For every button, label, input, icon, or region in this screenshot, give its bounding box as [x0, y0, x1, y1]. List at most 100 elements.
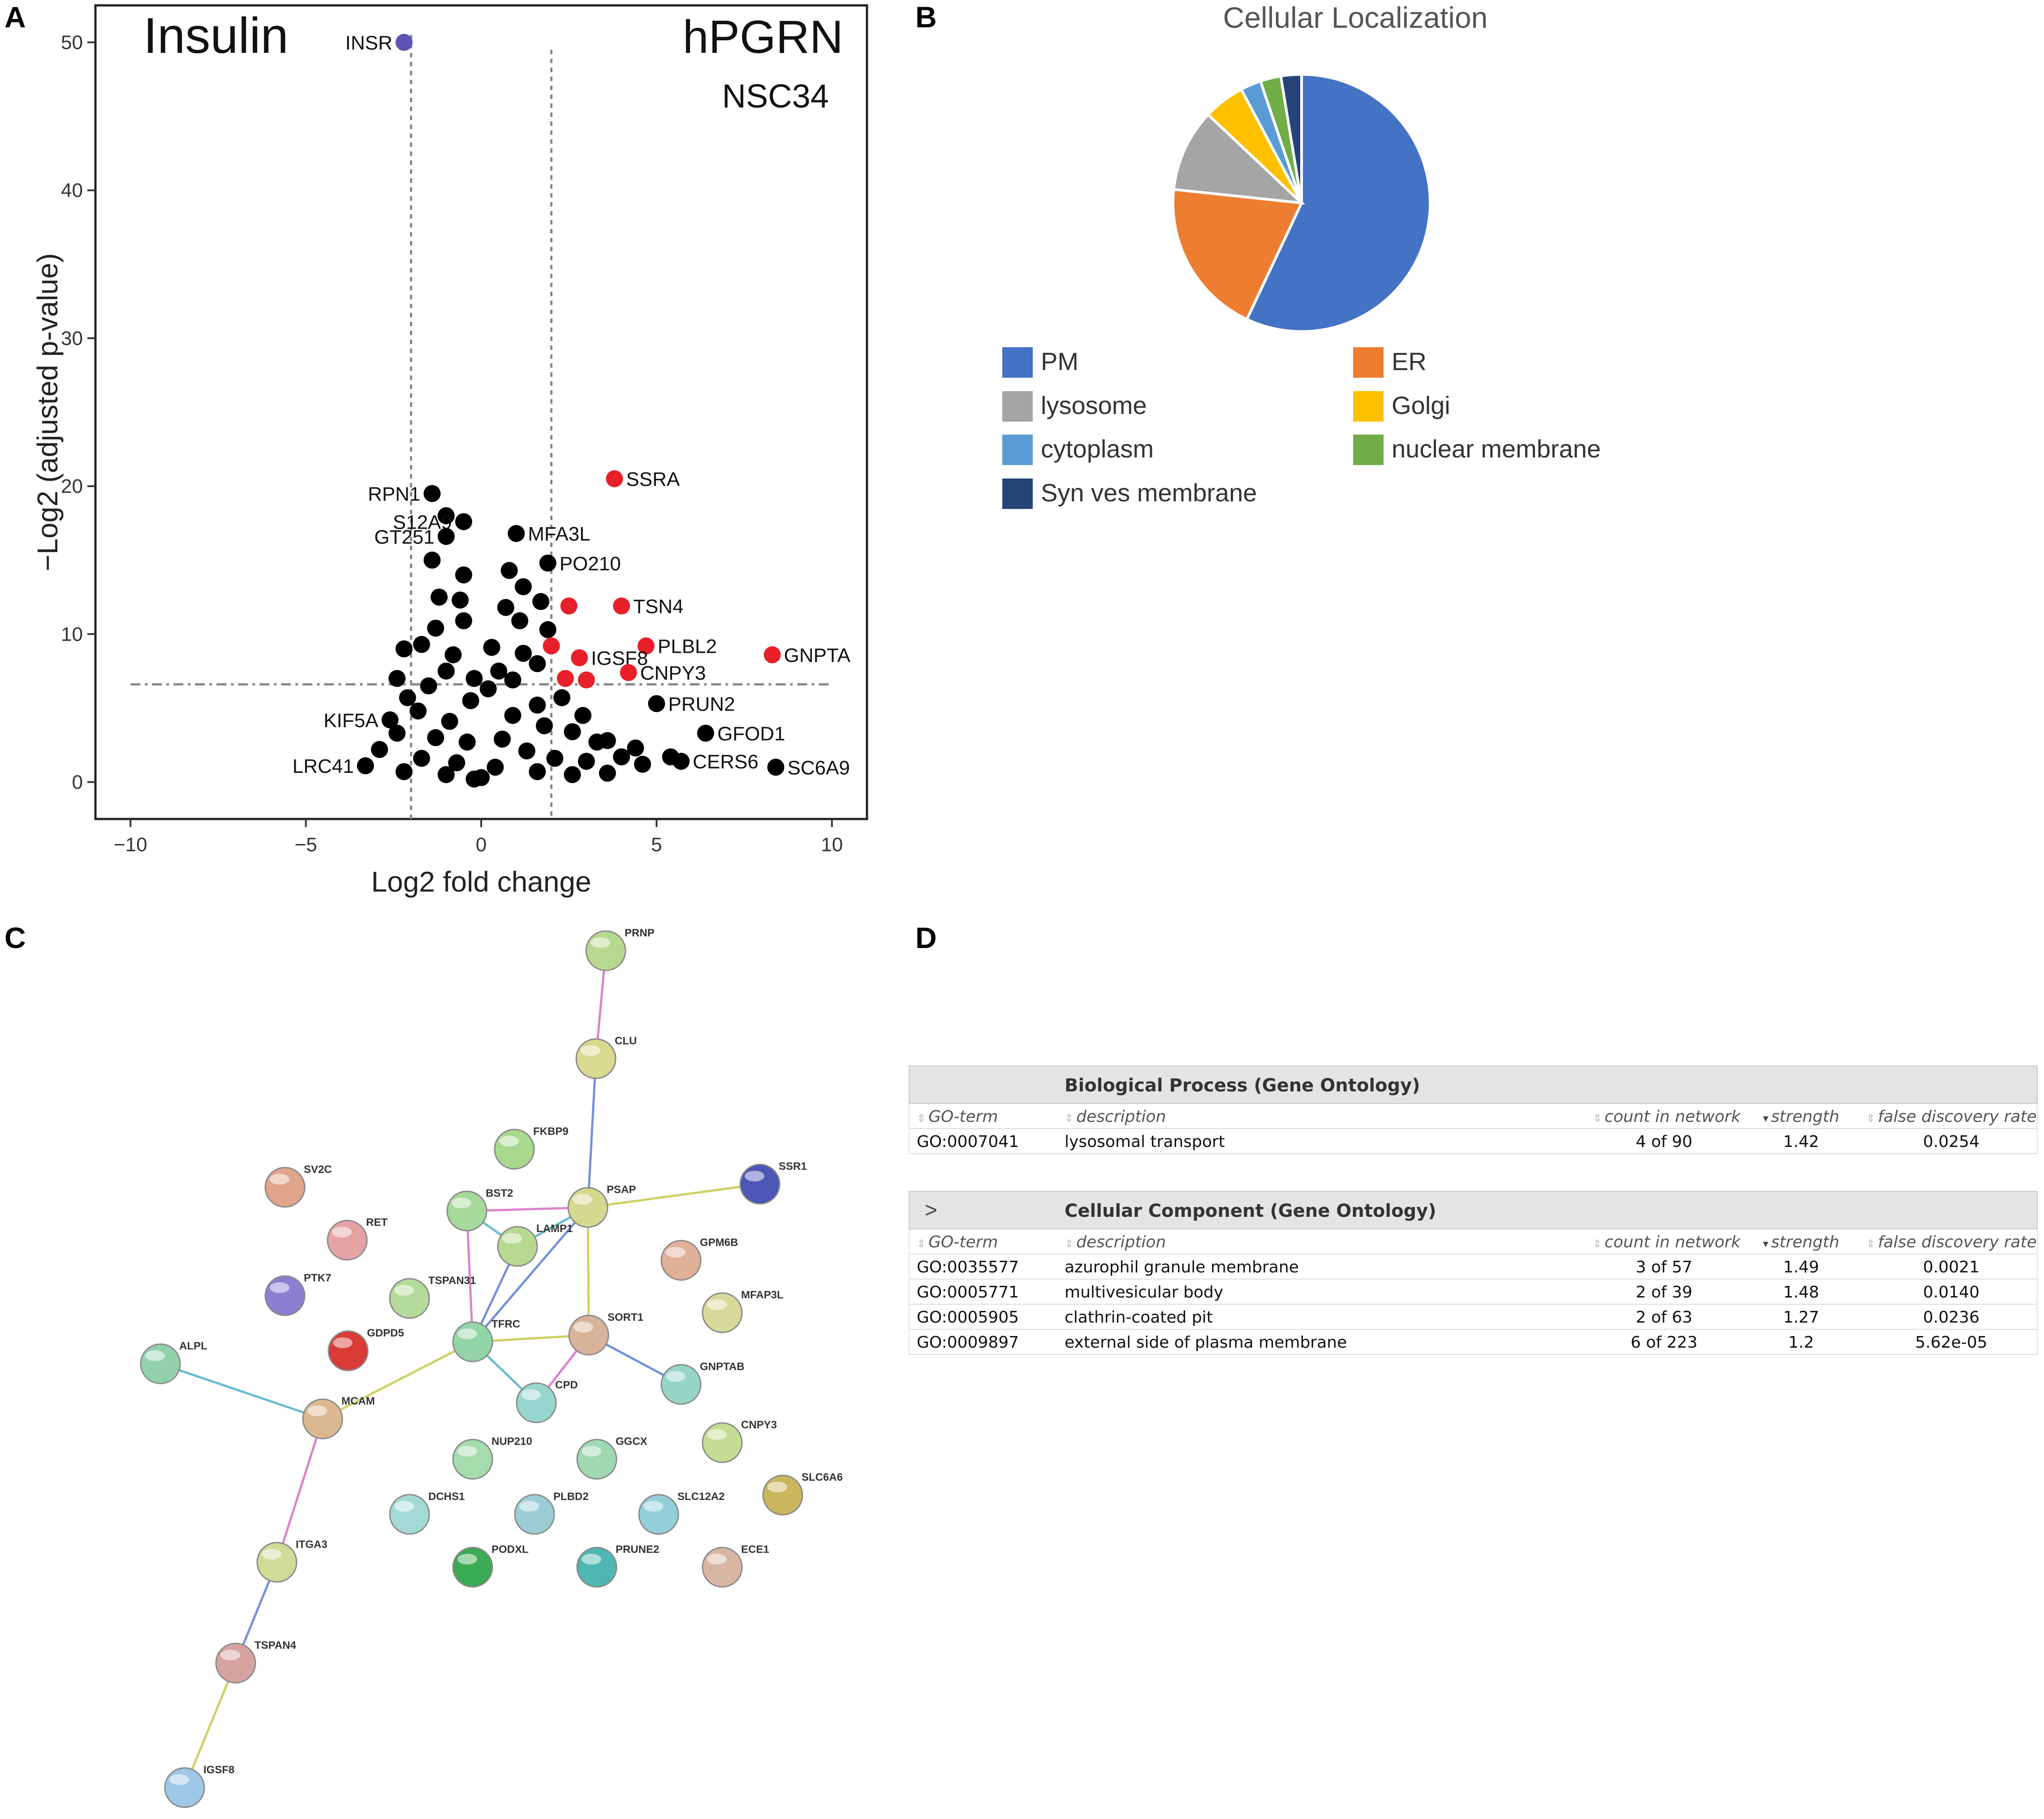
network-edge — [586, 1207, 590, 1336]
data-point — [458, 733, 476, 751]
data-point — [543, 637, 560, 655]
sort-icon[interactable]: ⇕ — [1065, 1237, 1074, 1250]
node-highlight — [581, 1045, 600, 1056]
data-point — [437, 507, 455, 525]
network-node — [585, 930, 626, 971]
sort-desc-icon[interactable]: ▾ — [1763, 1237, 1768, 1250]
node-highlight — [707, 1554, 727, 1565]
data-point — [673, 753, 690, 770]
panel-label-a: A — [4, 0, 26, 34]
y-tick-label: 20 — [61, 475, 83, 497]
col-count[interactable]: count in network — [1604, 1108, 1741, 1126]
col-description[interactable]: description — [1076, 1108, 1166, 1126]
network-node — [660, 1364, 702, 1405]
col-description[interactable]: description — [1076, 1233, 1166, 1251]
col-fdr[interactable]: false discovery rate — [1878, 1108, 2037, 1126]
node-label: SSR1 — [779, 1160, 807, 1172]
node-label: BST2 — [486, 1187, 513, 1199]
network-node — [327, 1220, 368, 1261]
y-tick-label: 50 — [61, 32, 83, 54]
node-highlight — [262, 1549, 281, 1560]
node-label: TSPAN4 — [254, 1639, 297, 1651]
data-point — [539, 554, 556, 572]
section-header-biological-process[interactable]: Biological Process (Gene Ontology) — [909, 1065, 2038, 1104]
data-point — [508, 525, 525, 542]
data-point — [504, 671, 522, 689]
legend-swatch — [1002, 391, 1033, 422]
chart-title-left: Insulin — [143, 8, 289, 64]
legend-swatch — [1002, 478, 1033, 509]
node-label: ALPL — [179, 1340, 207, 1352]
data-point — [437, 662, 455, 680]
col-fdr[interactable]: false discovery rate — [1878, 1233, 2037, 1251]
node-highlight — [707, 1429, 727, 1440]
network-node — [702, 1422, 743, 1463]
node-label: CPD — [555, 1379, 578, 1391]
data-point — [395, 763, 413, 780]
data-point — [427, 729, 444, 746]
point-label: RPN1 — [368, 483, 420, 505]
node-highlight — [707, 1299, 727, 1310]
sort-icon[interactable]: ⇕ — [917, 1237, 926, 1250]
col-strength[interactable]: strength — [1771, 1108, 1840, 1126]
legend-swatch — [1002, 435, 1033, 465]
node-highlight — [521, 1389, 541, 1400]
point-label: GFOD1 — [717, 723, 785, 745]
network-node — [494, 1129, 535, 1170]
network-node — [452, 1439, 493, 1480]
node-highlight — [394, 1285, 414, 1296]
data-point — [431, 588, 448, 606]
col-strength[interactable]: strength — [1771, 1233, 1840, 1251]
data-point — [574, 707, 591, 724]
node-highlight — [582, 1554, 601, 1565]
table-row: GO:0009897 external side of plasma membr… — [909, 1330, 2038, 1355]
y-axis-label: −Log2 (adjusted p-value) — [31, 253, 64, 571]
node-label: TFRC — [492, 1318, 520, 1330]
sort-icon[interactable]: ⇕ — [1593, 1237, 1602, 1250]
network-node — [452, 1321, 493, 1362]
sort-icon[interactable]: ⇕ — [917, 1112, 926, 1125]
sort-desc-icon[interactable]: ▾ — [1763, 1112, 1768, 1125]
network-node — [256, 1542, 298, 1583]
col-go-term[interactable]: GO-term — [928, 1233, 998, 1251]
data-point — [420, 677, 437, 694]
data-point — [466, 670, 483, 687]
network-node — [660, 1240, 702, 1281]
col-count[interactable]: count in network — [1604, 1233, 1741, 1251]
description-cell: external side of plasma membrane — [1065, 1333, 1347, 1352]
point-label: GNPTA — [784, 644, 851, 666]
node-label: TSPAN31 — [428, 1275, 476, 1287]
data-point — [529, 696, 546, 714]
sort-icon[interactable]: ⇕ — [1866, 1237, 1876, 1250]
node-highlight — [519, 1501, 539, 1512]
sort-icon[interactable]: ⇕ — [1065, 1112, 1074, 1125]
point-label: SC6A9 — [787, 757, 850, 779]
sort-icon[interactable]: ⇕ — [1593, 1112, 1602, 1125]
node-highlight — [169, 1774, 189, 1785]
legend-label: nuclear membrane — [1392, 435, 1601, 463]
count-cell: 2 of 63 — [1635, 1308, 1693, 1327]
pie-slice — [1279, 73, 1303, 203]
legend-label: ER — [1392, 347, 1427, 375]
chevron-right-icon[interactable]: > — [925, 1198, 938, 1222]
node-highlight — [574, 1322, 593, 1332]
y-tick-label: 30 — [61, 328, 83, 349]
data-point — [637, 637, 655, 655]
strength-cell: 1.42 — [1783, 1133, 1820, 1151]
x-axis-label: Log2 fold change — [371, 866, 591, 898]
network-edge — [472, 1207, 589, 1343]
col-go-term[interactable]: GO-term — [928, 1108, 998, 1126]
description-cell: lysosomal transport — [1065, 1133, 1225, 1151]
go-enrichment-table: Biological Process (Gene Ontology) ⇕ GO-t… — [909, 1065, 2038, 1355]
point-label: GT251 — [374, 526, 435, 548]
node-label: GDPD5 — [367, 1327, 404, 1339]
pie-slice — [1172, 112, 1306, 205]
legend-swatch — [1002, 347, 1033, 378]
section-header-cellular-component[interactable]: > Cellular Component (Gene Ontology) — [909, 1191, 2038, 1229]
sort-icon[interactable]: ⇕ — [1866, 1112, 1876, 1125]
data-point — [413, 636, 430, 653]
pie-slice — [1172, 188, 1304, 321]
strength-cell: 1.48 — [1783, 1283, 1820, 1302]
table-header-row: ⇕ GO-term ⇕ description ⇕ count in network … — [909, 1104, 2038, 1129]
node-highlight — [768, 1482, 787, 1492]
